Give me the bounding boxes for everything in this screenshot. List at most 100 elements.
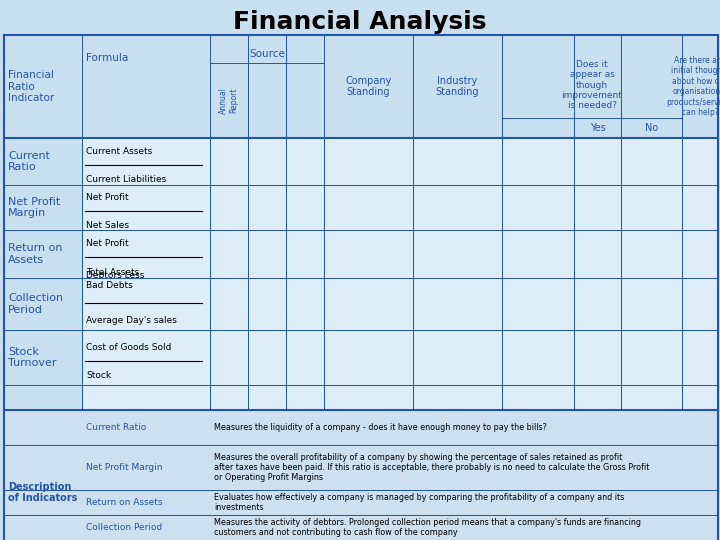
Text: Total Assets: Total Assets: [86, 268, 139, 277]
Bar: [621, 330, 682, 385]
Bar: [324, 278, 413, 330]
Bar: [248, 35, 286, 138]
Bar: [502, 185, 574, 230]
Text: Debtors Less
Bad Debts: Debtors Less Bad Debts: [86, 271, 145, 290]
Bar: [502, 385, 574, 410]
Text: Industry
Standing: Industry Standing: [436, 76, 480, 97]
Bar: [621, 138, 682, 185]
Bar: [4, 185, 82, 230]
Text: Yes: Yes: [590, 123, 606, 133]
Bar: [502, 138, 574, 185]
Bar: [286, 35, 324, 138]
Bar: [574, 385, 621, 410]
Bar: [413, 138, 502, 185]
Bar: [248, 278, 286, 330]
Bar: [324, 330, 413, 385]
Bar: [4, 515, 718, 540]
Bar: [248, 230, 286, 278]
Bar: [413, 35, 502, 138]
Bar: [4, 35, 82, 138]
Bar: [210, 278, 248, 330]
Bar: [574, 185, 621, 230]
Bar: [621, 185, 682, 230]
Bar: [621, 385, 682, 410]
Bar: [210, 35, 324, 138]
Bar: [413, 385, 502, 410]
Bar: [286, 330, 324, 385]
Text: Are there any
initial thoughts
about how our
organisation's
products/services
ca: Are there any initial thoughts about how…: [666, 56, 720, 117]
Bar: [210, 385, 248, 410]
Bar: [4, 35, 718, 410]
Bar: [574, 138, 621, 185]
Bar: [82, 330, 210, 385]
Bar: [413, 330, 502, 385]
Text: Measures the liquidity of a company - does it have enough money to pay the bills: Measures the liquidity of a company - do…: [214, 423, 547, 432]
Bar: [210, 138, 248, 185]
Text: Return on Assets: Return on Assets: [86, 498, 163, 507]
Bar: [82, 35, 210, 138]
Bar: [324, 138, 413, 185]
Text: No: No: [645, 123, 658, 133]
Bar: [574, 330, 621, 385]
Text: Current Assets: Current Assets: [86, 146, 152, 156]
Text: Stock
Turnover: Stock Turnover: [8, 347, 56, 368]
Text: Net Profit
Margin: Net Profit Margin: [8, 197, 60, 218]
Bar: [413, 185, 502, 230]
Bar: [210, 230, 248, 278]
Bar: [682, 230, 718, 278]
Bar: [4, 445, 718, 490]
Bar: [210, 185, 248, 230]
Bar: [682, 278, 718, 330]
Bar: [4, 410, 718, 445]
Text: Current Liabilities: Current Liabilities: [86, 176, 166, 185]
Text: Return on
Assets: Return on Assets: [8, 243, 63, 265]
Text: Measures the overall profitability of a company by showing the percentage of sal: Measures the overall profitability of a …: [214, 453, 649, 482]
Bar: [621, 278, 682, 330]
Text: Stock: Stock: [86, 372, 111, 381]
Text: Current
Ratio: Current Ratio: [8, 151, 50, 172]
Bar: [286, 138, 324, 185]
Bar: [413, 230, 502, 278]
Text: Net Profit Margin: Net Profit Margin: [86, 463, 163, 472]
Bar: [286, 230, 324, 278]
Bar: [4, 230, 82, 278]
Bar: [82, 185, 210, 230]
Text: Net Profit: Net Profit: [86, 239, 129, 248]
Bar: [286, 385, 324, 410]
Text: Company
Standing: Company Standing: [346, 76, 392, 97]
Bar: [248, 330, 286, 385]
Text: Average Day's sales: Average Day's sales: [86, 316, 177, 325]
Bar: [682, 330, 718, 385]
Bar: [286, 278, 324, 330]
Text: Current Ratio: Current Ratio: [86, 423, 146, 432]
Bar: [82, 138, 210, 185]
Bar: [502, 230, 574, 278]
Bar: [4, 385, 82, 410]
Bar: [324, 35, 413, 138]
Bar: [502, 330, 574, 385]
Bar: [4, 138, 82, 185]
Bar: [574, 278, 621, 330]
Bar: [621, 35, 682, 138]
Text: Measures the activity of debtors. Prolonged collection period means that a compa: Measures the activity of debtors. Prolon…: [214, 518, 641, 537]
Text: Does it
appear as
though
improvement
is needed?: Does it appear as though improvement is …: [562, 60, 622, 110]
Bar: [82, 230, 210, 278]
Text: Source: Source: [249, 49, 285, 59]
Text: Financial Analysis: Financial Analysis: [233, 10, 487, 34]
Bar: [682, 138, 718, 185]
Bar: [574, 230, 621, 278]
Bar: [210, 35, 248, 138]
Bar: [621, 230, 682, 278]
Bar: [248, 138, 286, 185]
Bar: [210, 330, 248, 385]
Bar: [682, 385, 718, 410]
Text: Net Sales: Net Sales: [86, 221, 129, 231]
Bar: [4, 490, 718, 515]
Text: Annual
Report: Annual Report: [220, 87, 239, 114]
Text: Financial
Ratio
Indicator: Financial Ratio Indicator: [8, 70, 54, 103]
Text: Description
of Indicators: Description of Indicators: [8, 482, 77, 503]
Bar: [502, 278, 574, 330]
Bar: [682, 35, 718, 138]
Bar: [682, 185, 718, 230]
Bar: [324, 385, 413, 410]
